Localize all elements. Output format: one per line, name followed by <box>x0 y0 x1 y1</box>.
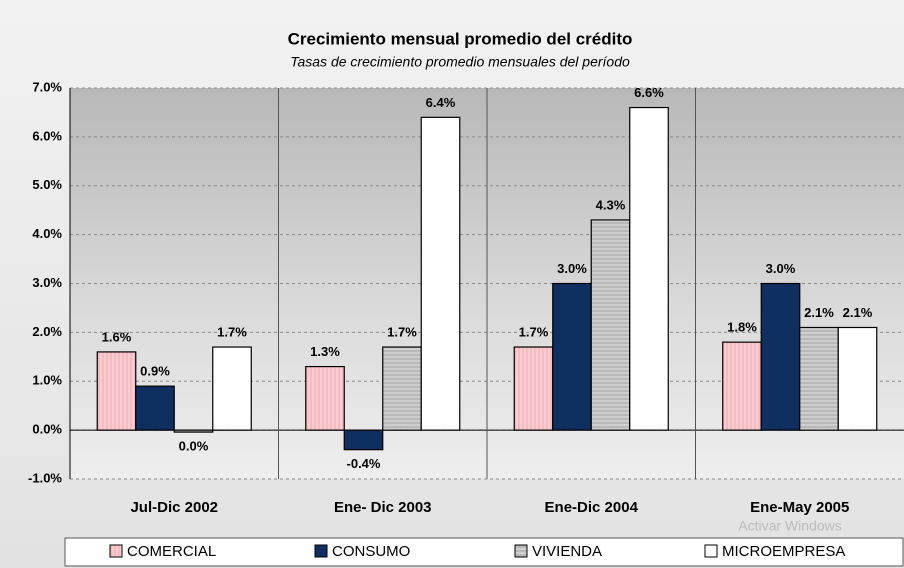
y-tick-label: 4.0% <box>32 226 62 241</box>
data-label: 4.3% <box>596 197 626 212</box>
data-label: -0.4% <box>347 456 381 471</box>
bar <box>837 326 878 431</box>
data-label: 1.6% <box>102 329 132 344</box>
legend-label: CONSUMO <box>332 543 410 560</box>
bar <box>722 341 762 431</box>
x-tick-label: Ene-Dic 2004 <box>545 499 639 516</box>
data-label: 2.1% <box>843 305 873 320</box>
bar <box>552 282 592 431</box>
bar <box>629 106 669 431</box>
watermark: Activar Windows <box>738 518 841 534</box>
bar <box>590 219 631 431</box>
y-tick-label: 1.0% <box>32 373 62 388</box>
x-tick-label: Jul-Dic 2002 <box>130 499 218 516</box>
legend-label: VIVIENDA <box>532 543 602 560</box>
bar <box>420 116 461 431</box>
data-label: 1.7% <box>217 324 247 339</box>
legend-swatch <box>109 544 123 558</box>
y-tick-label: 5.0% <box>32 177 62 192</box>
y-tick-label: 0.0% <box>32 422 62 437</box>
data-label: 1.8% <box>727 320 757 335</box>
y-tick-label: 2.0% <box>32 324 62 339</box>
chart-subtitle: Tasas de crecimiento promedio mensuales … <box>290 54 630 70</box>
data-label: 6.4% <box>426 95 456 110</box>
bar <box>760 282 801 431</box>
legend-swatch <box>704 544 718 558</box>
bar <box>799 326 839 431</box>
legend-label: COMERCIAL <box>127 543 216 560</box>
data-label: 1.7% <box>387 324 417 339</box>
y-tick-label: 6.0% <box>32 128 62 143</box>
data-label: 6.6% <box>634 85 664 100</box>
x-tick-label: Ene-May 2005 <box>750 499 849 516</box>
data-label: 0.9% <box>140 364 170 379</box>
y-tick-label: 3.0% <box>32 275 62 290</box>
bar <box>173 429 214 433</box>
bar <box>305 365 345 431</box>
bar <box>382 346 422 431</box>
data-label: 1.3% <box>310 344 340 359</box>
bar <box>343 429 384 451</box>
bar <box>96 351 137 431</box>
x-tick-label: Ene- Dic 2003 <box>334 499 432 516</box>
data-label: 0.0% <box>179 439 209 454</box>
data-label: 1.7% <box>519 324 549 339</box>
bar <box>135 385 175 431</box>
bar <box>212 346 252 431</box>
data-label: 2.1% <box>804 305 834 320</box>
chart-title: Crecimiento mensual promedio del crédito <box>288 29 633 48</box>
y-tick-label: -1.0% <box>28 470 62 485</box>
data-label: 3.0% <box>766 261 796 276</box>
y-tick-label: 7.0% <box>32 79 62 94</box>
legend-label: MICROEMPRESA <box>722 543 845 560</box>
legend-swatch <box>314 544 328 558</box>
bar <box>513 346 554 431</box>
legend <box>64 537 904 567</box>
legend-swatch <box>514 544 528 558</box>
data-label: 3.0% <box>557 261 587 276</box>
